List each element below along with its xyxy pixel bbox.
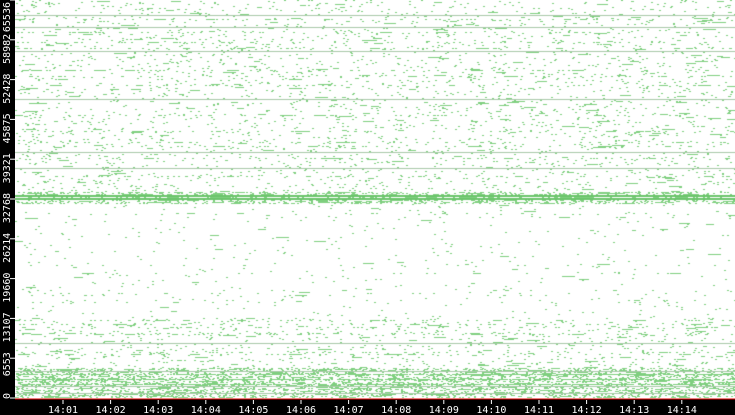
y-tick-label: 6553 <box>2 352 13 376</box>
x-tick-label: 14:13 <box>619 405 649 415</box>
x-tick-label: 14:04 <box>191 405 221 415</box>
y-tick-label: 65536 <box>2 2 13 32</box>
x-tick-label: 14:08 <box>381 405 411 415</box>
x-tick-label: 14:11 <box>524 405 554 415</box>
y-tick-label: 52428 <box>2 74 13 104</box>
y-tick-label: 13107 <box>2 312 13 342</box>
y-tick-label: 58982 <box>2 34 13 64</box>
y-tick-label: 32768 <box>2 193 13 223</box>
x-tick-label: 14:02 <box>96 405 126 415</box>
x-tick-label: 14:01 <box>48 405 78 415</box>
y-tick-label: 0 <box>2 393 13 399</box>
x-tick-label: 14:12 <box>572 405 602 415</box>
x-tick-label: 14:14 <box>667 405 697 415</box>
x-tick-label: 14:06 <box>286 405 316 415</box>
y-tick-label: 45875 <box>2 113 13 143</box>
x-tick-label: 14:09 <box>429 405 459 415</box>
y-tick-label: 39321 <box>2 153 13 183</box>
y-tick-label: 19660 <box>2 273 13 303</box>
plot-area <box>15 0 735 399</box>
y-tick-label: 26214 <box>2 233 13 263</box>
x-tick-label: 14:05 <box>238 405 268 415</box>
x-tick-label: 14:10 <box>476 405 506 415</box>
x-tick-label: 14:07 <box>334 405 364 415</box>
x-tick-label: 14:03 <box>143 405 173 415</box>
